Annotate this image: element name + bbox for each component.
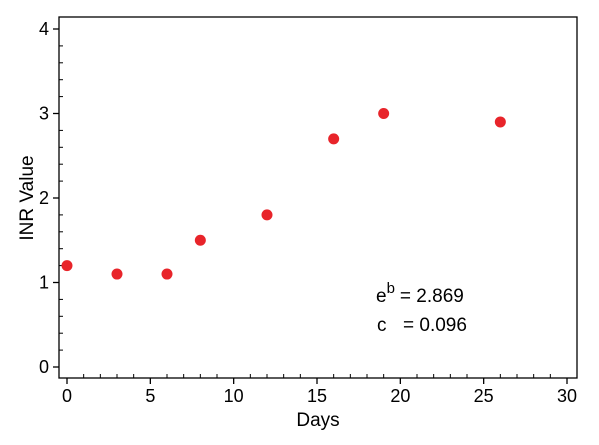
y-tick-label: 0 [39, 357, 49, 377]
x-tick-label: 30 [557, 386, 577, 406]
data-point [161, 268, 173, 280]
x-axis-label: Days [296, 410, 339, 431]
data-point [378, 108, 390, 119]
annotation-c-label: c [377, 315, 387, 336]
annotation-eb: eb = 2.869 [376, 280, 464, 307]
x-tick-label: 10 [224, 386, 244, 406]
y-axis-label: INR Value [17, 155, 38, 240]
data-point [61, 260, 73, 272]
data-point [328, 133, 340, 145]
annotation-eb-value: = 2.869 [400, 286, 464, 307]
x-tick-label: 0 [62, 386, 72, 406]
y-tick-label: 3 [39, 104, 49, 124]
data-point [261, 209, 273, 221]
x-tick-label: 5 [145, 386, 155, 406]
y-tick-label: 4 [39, 19, 49, 39]
y-tick-labels: 0 1 2 3 4 [39, 19, 49, 377]
annotation-eb-sup: b [387, 280, 395, 297]
y-tick-label: 1 [39, 273, 49, 293]
major-ticks [53, 28, 568, 384]
annotation-c-value: = 0.096 [403, 315, 467, 336]
x-tick-label: 20 [390, 386, 410, 406]
x-tick-labels: 0 5 10 15 20 25 30 [62, 386, 577, 406]
data-point [194, 234, 206, 246]
plot-frame [58, 16, 578, 379]
data-points [61, 108, 506, 280]
x-tick-label: 15 [307, 386, 327, 406]
data-point [494, 116, 506, 128]
x-tick-label: 25 [474, 386, 494, 406]
y-tick-label: 2 [39, 188, 49, 208]
annotation-eb-base: e [376, 286, 387, 307]
minor-ticks [59, 45, 551, 378]
data-point [111, 268, 123, 280]
